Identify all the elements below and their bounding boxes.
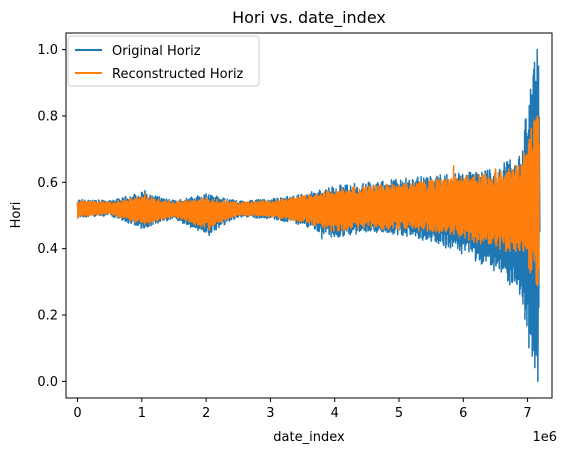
chart-title: Hori vs. date_index: [232, 8, 386, 28]
axes-frame: [65, 32, 553, 399]
legend-label-original: Original Horiz: [112, 44, 201, 59]
legend-label-reconstructed: Reconstructed Horiz: [112, 67, 244, 82]
x-tick-label: 6: [459, 406, 467, 421]
series-layer: [76, 48, 541, 383]
x-tick-label: 2: [202, 406, 210, 421]
x-tick-label: 5: [395, 406, 403, 421]
y-tick-label: 1.0: [37, 43, 58, 58]
series-line-reconstructed: [76, 115, 540, 286]
x-tick-label: 1: [138, 406, 146, 421]
x-axis-label: date_index: [273, 430, 345, 445]
x-tick-label: 4: [331, 406, 339, 421]
x-tick-label: 3: [266, 406, 274, 421]
x-tick-label: 0: [73, 406, 81, 421]
y-tick-label: 0.4: [37, 242, 58, 257]
y-axis: 0.0 0.2 0.4 0.6 0.8 1.0: [37, 43, 66, 390]
x-axis: 0 1 2 3 4 5 6 7: [73, 398, 532, 421]
x-axis-offset-label: 1e6: [532, 430, 557, 445]
y-tick-label: 0.8: [37, 109, 58, 124]
plot-area: [76, 48, 541, 383]
y-axis-label: Hori: [9, 202, 24, 229]
y-tick-label: 0.2: [37, 309, 58, 324]
legend-box: [67, 35, 260, 87]
y-tick-label: 0.6: [37, 176, 58, 191]
x-tick-label: 7: [523, 406, 531, 421]
legend: Original Horiz Reconstructed Horiz: [67, 35, 260, 87]
y-tick-label: 0.0: [37, 375, 58, 390]
